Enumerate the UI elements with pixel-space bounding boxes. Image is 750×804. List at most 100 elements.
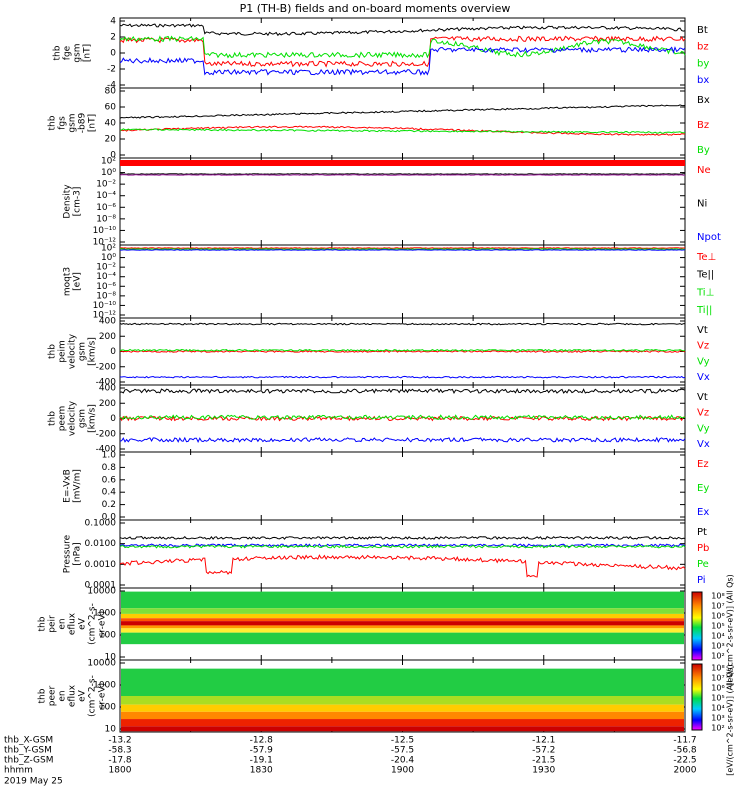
colorbar <box>692 592 702 660</box>
y-tick-label: 10² <box>101 244 116 254</box>
x-row-value: -12.1 <box>532 736 555 746</box>
colorbar-tick: 10⁷ <box>711 674 724 683</box>
panel-ylabel: en <box>58 618 68 629</box>
legend-ni: Ni <box>697 199 707 210</box>
legend-ti⊥: Ti⊥ <box>696 287 714 298</box>
x-row-value: -22.5 <box>673 756 696 766</box>
x-axis-date: 2019 May 25 <box>4 777 63 787</box>
legend-vz: Vz <box>697 408 709 419</box>
legend-bx: Bx <box>697 95 710 106</box>
y-tick-label: 400 <box>99 317 116 327</box>
x-row-value: 1800 <box>109 766 132 776</box>
legend-bz: bz <box>697 42 709 53</box>
spectrogram-band <box>121 696 684 705</box>
x-row-value: -19.1 <box>250 756 273 766</box>
colorbar-tick: 10⁷ <box>711 602 724 611</box>
y-tick-label: 10⁰ <box>101 253 116 263</box>
series-line-vy <box>120 415 685 419</box>
x-row-value: -12.8 <box>250 736 274 746</box>
panel-frame <box>120 520 685 588</box>
panel-ylabel: fgs <box>58 116 68 130</box>
y-tick-label: -2 <box>107 65 116 75</box>
y-tick-label: 80 <box>105 87 117 97</box>
legend-pt: Pt <box>697 527 707 538</box>
panel-ylabel: gsm <box>78 409 88 428</box>
colorbar-tick: 10² <box>711 652 724 661</box>
legend-ti||: Ti|| <box>696 305 712 316</box>
legend-ez: Ez <box>697 459 709 470</box>
series-line-vx <box>120 438 685 442</box>
panel-ylabel: eV <box>78 617 88 630</box>
spectrogram-band <box>121 608 684 614</box>
colorbar-tick: 10⁵ <box>711 622 724 631</box>
y-tick-label: 10⁻⁸ <box>96 214 116 224</box>
panel-ylabel: thb <box>48 344 58 359</box>
chart-title: P1 (TH-B) fields and on-board moments ov… <box>240 2 511 15</box>
y-tick-label: 10⁻⁴ <box>96 191 116 201</box>
legend-vz: Vz <box>697 341 709 352</box>
panel-ylabel: peer <box>48 685 58 706</box>
y-tick-label: 0.6 <box>102 475 117 485</box>
legend-ex: Ex <box>697 507 709 518</box>
y-tick-label: 0.8 <box>102 463 117 473</box>
colorbar-tick: 10⁵ <box>711 694 724 703</box>
y-tick-label: 10⁻¹⁰ <box>93 301 117 311</box>
x-row-value: 2000 <box>674 766 697 776</box>
x-row-value: -17.8 <box>108 756 132 766</box>
panel-frame <box>120 158 685 245</box>
spectrogram-band <box>121 625 684 628</box>
legend-ne: Ne <box>697 165 711 176</box>
y-tick-label: 0.0010 <box>85 560 117 570</box>
panel-ylabel: [nPa] <box>73 542 83 565</box>
legend-vy: Vy <box>697 423 710 434</box>
colorbar-label: [eV/(cm^2-s-sr-eV)] (All Qs) <box>726 664 735 775</box>
y-tick-label: 4 <box>110 17 116 27</box>
x-row-label: thb_X-GSM <box>4 736 53 746</box>
x-row-value: -58.3 <box>108 746 131 756</box>
y-tick-label: 10 <box>105 725 117 735</box>
spectrogram-band <box>121 669 684 696</box>
y-tick-label: 400 <box>99 384 116 394</box>
spectrogram-band <box>121 705 684 712</box>
y-tick-label: 200 <box>99 332 116 342</box>
panel-ylabel: thb <box>48 411 58 426</box>
panel-frame <box>120 245 685 318</box>
colorbar-tick: 10³ <box>711 642 724 651</box>
legend-te||: Te|| <box>696 270 714 281</box>
colorbar-tick: 10⁸ <box>711 592 724 601</box>
spectrogram-band <box>121 614 684 618</box>
panel-ylabel: Density <box>63 184 73 219</box>
x-row-value: -12.5 <box>391 736 414 746</box>
x-row-value: -20.4 <box>391 756 415 766</box>
panel-ylabel: [eV] <box>73 272 83 291</box>
series-line-by <box>120 129 685 133</box>
y-tick-label: 10⁻¹⁰ <box>93 226 117 236</box>
panel-ylabel: eflux <box>68 684 78 707</box>
legend-vy: Vy <box>697 356 710 367</box>
legend-pi: Pi <box>697 575 706 586</box>
legend-vt: Vt <box>697 392 708 403</box>
colorbar-tick: 10⁴ <box>711 704 724 713</box>
legend-by: By <box>697 145 710 156</box>
x-row-label: thb_Z-GSM <box>4 756 53 766</box>
legend-bx: bx <box>697 75 709 86</box>
y-tick-label: 60 <box>105 103 117 113</box>
panel-ylabel: [cm-3] <box>73 187 83 217</box>
spectrogram-band <box>121 633 684 645</box>
y-tick-label: 10⁻⁴ <box>96 272 116 282</box>
y-tick-label: 10⁰ <box>101 168 116 178</box>
legend-by: by <box>697 58 709 69</box>
spectrogram-band <box>121 592 684 609</box>
legend-pb: Pb <box>697 543 709 554</box>
y-tick-label: 10⁻² <box>96 180 116 190</box>
x-row-value: -57.9 <box>250 746 274 756</box>
spectrogram-band <box>121 618 684 621</box>
spectrogram-electron <box>121 669 684 732</box>
y-tick-label: 1000 <box>93 681 116 691</box>
y-tick-label: 0.0100 <box>85 539 117 549</box>
spectrogram-band <box>121 628 684 632</box>
series-line-by <box>120 37 685 58</box>
panel-ylabel: gsm <box>68 113 78 132</box>
